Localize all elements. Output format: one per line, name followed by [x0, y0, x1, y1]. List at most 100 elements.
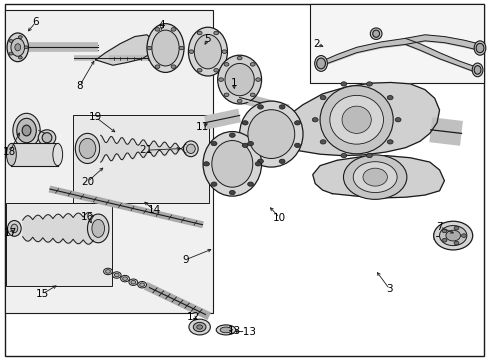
Ellipse shape: [445, 230, 460, 241]
Text: 9: 9: [183, 255, 189, 265]
Ellipse shape: [242, 143, 247, 148]
Text: 16: 16: [81, 212, 94, 221]
Ellipse shape: [17, 118, 36, 143]
Ellipse shape: [9, 40, 13, 42]
Ellipse shape: [433, 221, 472, 250]
Text: 18: 18: [3, 147, 16, 157]
Ellipse shape: [340, 82, 346, 86]
Ellipse shape: [461, 234, 466, 237]
Ellipse shape: [217, 55, 261, 104]
Ellipse shape: [220, 327, 231, 333]
Ellipse shape: [188, 319, 210, 335]
Text: ←13: ←13: [234, 327, 256, 337]
Ellipse shape: [197, 31, 202, 35]
Ellipse shape: [138, 282, 146, 288]
Ellipse shape: [320, 95, 325, 100]
Ellipse shape: [473, 41, 485, 55]
Ellipse shape: [7, 33, 28, 62]
Ellipse shape: [362, 168, 386, 186]
Ellipse shape: [194, 35, 221, 69]
Text: 21: 21: [139, 145, 152, 155]
Ellipse shape: [11, 39, 24, 56]
Ellipse shape: [255, 162, 261, 166]
Text: 11: 11: [195, 122, 208, 132]
Text: 5: 5: [204, 35, 211, 44]
Ellipse shape: [343, 155, 406, 199]
Ellipse shape: [155, 28, 160, 31]
Ellipse shape: [79, 138, 96, 158]
Ellipse shape: [38, 130, 56, 145]
Ellipse shape: [7, 221, 21, 236]
Ellipse shape: [171, 65, 176, 68]
Ellipse shape: [13, 113, 40, 148]
Ellipse shape: [183, 141, 198, 157]
Ellipse shape: [471, 63, 482, 77]
Ellipse shape: [179, 46, 183, 50]
Bar: [73, 116, 209, 203]
Ellipse shape: [366, 82, 372, 86]
Ellipse shape: [42, 133, 52, 143]
Ellipse shape: [19, 36, 22, 39]
Ellipse shape: [114, 273, 119, 277]
Ellipse shape: [188, 27, 227, 76]
Ellipse shape: [372, 30, 379, 37]
Bar: [310, 4, 484, 83]
Ellipse shape: [229, 133, 235, 137]
Ellipse shape: [211, 140, 252, 187]
Ellipse shape: [122, 277, 127, 280]
Ellipse shape: [19, 56, 22, 59]
Text: 2: 2: [313, 40, 319, 49]
Bar: [5, 203, 112, 286]
Ellipse shape: [312, 118, 318, 122]
Ellipse shape: [352, 162, 396, 193]
Ellipse shape: [188, 50, 193, 53]
Ellipse shape: [15, 44, 20, 51]
Ellipse shape: [320, 140, 325, 144]
Ellipse shape: [247, 110, 294, 158]
Ellipse shape: [105, 270, 110, 273]
Polygon shape: [96, 35, 154, 65]
Ellipse shape: [92, 220, 104, 237]
Ellipse shape: [140, 283, 144, 287]
Ellipse shape: [441, 229, 446, 233]
Ellipse shape: [224, 63, 228, 66]
Ellipse shape: [386, 95, 392, 100]
Ellipse shape: [314, 55, 327, 71]
Ellipse shape: [112, 272, 121, 278]
Ellipse shape: [131, 280, 136, 284]
Text: 12: 12: [187, 312, 200, 322]
Ellipse shape: [24, 46, 28, 49]
Ellipse shape: [129, 279, 138, 285]
Ellipse shape: [171, 28, 176, 31]
Text: 10: 10: [272, 213, 285, 222]
Ellipse shape: [250, 93, 255, 96]
Polygon shape: [278, 82, 439, 156]
Ellipse shape: [239, 101, 303, 167]
Ellipse shape: [213, 68, 218, 72]
Text: 14: 14: [147, 206, 161, 216]
Text: 7: 7: [435, 222, 442, 231]
Text: 4: 4: [158, 20, 164, 30]
Ellipse shape: [22, 125, 31, 136]
Ellipse shape: [186, 144, 195, 153]
Ellipse shape: [203, 132, 261, 196]
Ellipse shape: [121, 275, 129, 282]
Ellipse shape: [279, 159, 285, 163]
Ellipse shape: [473, 66, 480, 74]
Ellipse shape: [9, 52, 13, 55]
Ellipse shape: [237, 56, 242, 60]
Ellipse shape: [216, 325, 235, 335]
Text: 1: 1: [230, 78, 237, 88]
Ellipse shape: [87, 214, 109, 243]
Ellipse shape: [53, 143, 62, 166]
Ellipse shape: [211, 182, 217, 186]
Ellipse shape: [320, 86, 392, 154]
Ellipse shape: [279, 105, 285, 109]
Ellipse shape: [257, 105, 263, 109]
Ellipse shape: [250, 63, 255, 66]
Ellipse shape: [242, 121, 247, 125]
Ellipse shape: [340, 153, 346, 158]
Ellipse shape: [394, 118, 400, 122]
Ellipse shape: [222, 50, 226, 53]
Bar: [4, 10, 212, 313]
